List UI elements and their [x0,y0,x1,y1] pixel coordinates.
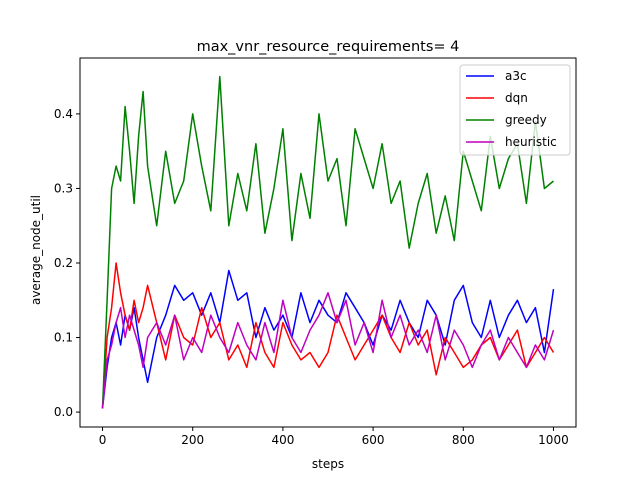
y-tick-label: 0.2 [54,256,73,270]
series-line-heuristic [101,292,555,409]
x-tick-label: 800 [452,433,475,447]
y-axis-label: average_node_util [29,195,43,305]
x-axis-label: steps [312,457,344,471]
x-tick-label: 600 [362,433,385,447]
x-tick-label: 400 [271,433,294,447]
x-axis: 0 200 400 600 800 1000 [99,427,569,447]
legend-label-a3c: a3c [505,69,527,83]
x-tick-label: 200 [181,433,204,447]
legend: a3c dqn greedy heuristic [459,64,571,156]
y-axis: 0.0 0.1 0.2 0.3 0.4 [54,107,80,419]
x-tick-label: 0 [99,433,107,447]
legend-box [459,64,571,156]
y-tick-label: 0.4 [54,107,73,121]
legend-label-greedy: greedy [505,113,547,127]
y-tick-label: 0.1 [54,331,73,345]
plot-series [101,75,555,409]
y-tick-label: 0.0 [54,405,73,419]
series-line-greedy [101,75,554,409]
x-tick-label: 1000 [538,433,569,447]
plot-frame [79,57,577,428]
series-line-dqn [101,262,555,409]
legend-label-dqn: dqn [505,91,528,105]
y-tick-label: 0.3 [54,181,73,195]
legend-label-heuristic: heuristic [505,135,557,149]
chart-title: max_vnr_resource_requirements= 4 [197,39,460,55]
